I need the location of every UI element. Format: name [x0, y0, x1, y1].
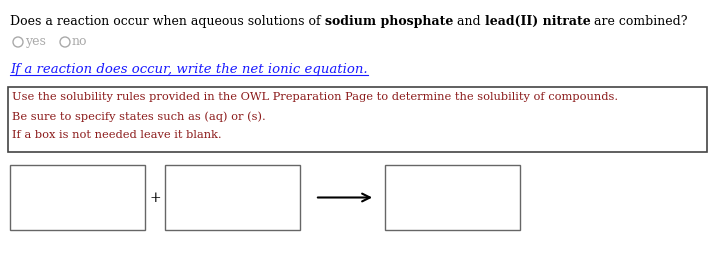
Text: Use the solubility rules provided in the OWL Preparation Page to determine the s: Use the solubility rules provided in the… — [12, 92, 618, 102]
Text: Be sure to specify states such as (aq) or (s).: Be sure to specify states such as (aq) o… — [12, 111, 266, 121]
Text: If a box is not needed leave it blank.: If a box is not needed leave it blank. — [12, 130, 222, 140]
Bar — [165, 165, 300, 230]
Text: sodium phosphate: sodium phosphate — [325, 15, 453, 28]
Text: lead(II) nitrate: lead(II) nitrate — [485, 15, 591, 28]
Text: yes: yes — [25, 35, 46, 48]
Text: Does a reaction occur when aqueous solutions of: Does a reaction occur when aqueous solut… — [10, 15, 325, 28]
Text: no: no — [72, 35, 87, 48]
Bar — [385, 165, 520, 230]
Text: If a reaction does occur, write the net ionic equation.: If a reaction does occur, write the net … — [10, 63, 368, 76]
Bar — [10, 165, 145, 230]
Text: and: and — [453, 15, 485, 28]
Text: are combined?: are combined? — [591, 15, 688, 28]
Bar — [8, 87, 707, 152]
Text: +: + — [149, 190, 161, 205]
